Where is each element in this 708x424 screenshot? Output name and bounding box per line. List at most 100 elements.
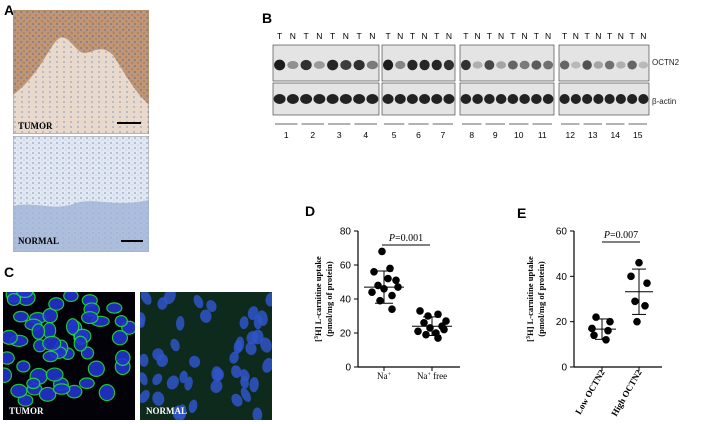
tumor-nucleus: [87, 360, 105, 377]
lane-label: T: [630, 31, 635, 41]
chart-e-pvalue: P=0.007: [603, 230, 638, 241]
normal-nucleus: [140, 389, 150, 403]
normal-nucleus: [189, 355, 201, 368]
chart-e-ylabel: [3H] L-carnitine uptake: [525, 256, 535, 342]
blot-octn2-strip: [381, 44, 456, 82]
chart-d-xtick-nafree: Na+ free: [417, 371, 447, 381]
actin-band: [559, 94, 570, 104]
y-tick-label: 40: [340, 295, 352, 306]
tumor-nucleus: [42, 308, 58, 324]
actin-band: [531, 94, 542, 104]
octn2-band: [327, 59, 339, 71]
lane-label: T: [385, 31, 390, 41]
octn2-band: [431, 59, 442, 71]
group-number: 7: [440, 130, 445, 140]
octn2-band: [593, 61, 604, 69]
tumor-nucleus: [52, 383, 71, 395]
lane-label: N: [475, 31, 481, 41]
data-point: [631, 297, 639, 306]
tumor-nucleus: [42, 335, 62, 351]
tumor-nucleus: [80, 311, 99, 325]
group-number: 8: [469, 130, 474, 140]
panel-e-label: E: [517, 205, 527, 221]
normal-nucleus: [166, 375, 179, 390]
actin-band: [570, 94, 581, 104]
normal-nucleus: [260, 337, 272, 353]
panel-b-label: B: [262, 10, 273, 26]
group-number: 6: [416, 130, 421, 140]
normal-nucleus: [246, 331, 259, 345]
group-number: 13: [588, 130, 598, 140]
octn2-band: [531, 60, 542, 70]
ihc-normal-image: NORMAL: [13, 136, 149, 252]
actin-band: [366, 94, 379, 104]
data-point: [388, 291, 396, 300]
octn2-band: [340, 60, 352, 70]
chart-e-xtick-label: High OCTN2: [609, 368, 644, 418]
data-point: [422, 330, 430, 339]
octn2-band: [353, 59, 365, 71]
tumor-nucleus: [42, 350, 59, 363]
data-point: [424, 312, 432, 320]
normal-nucleus: [140, 353, 149, 367]
normal-nucleus: [152, 373, 163, 386]
data-point: [592, 313, 600, 321]
tumor-nucleus: [73, 335, 88, 352]
lane-label: N: [343, 31, 349, 41]
normal-nucleus: [178, 404, 187, 420]
actin-band: [638, 94, 649, 104]
data-point: [392, 276, 400, 285]
tumor-nucleus: [111, 330, 129, 346]
actin-band: [519, 94, 530, 104]
normal-nucleus: [152, 391, 165, 406]
data-point: [633, 317, 641, 326]
group-number: 5: [392, 130, 397, 140]
data-point: [416, 307, 424, 315]
data-point: [388, 305, 396, 313]
normal-nucleus: [240, 376, 249, 389]
normal-nucleus: [184, 376, 193, 391]
if-normal-image: NORMAL: [140, 292, 272, 420]
chart-d-pvalue: P=0.001: [388, 233, 423, 244]
data-point: [414, 327, 422, 336]
chart-d-ylabel-units: (pmol/mg of protein): [324, 261, 334, 337]
normal-nucleus: [231, 365, 242, 379]
octn2-band: [559, 60, 570, 70]
data-point: [588, 324, 596, 333]
ihc-tumor-image: TUMOR: [13, 10, 149, 134]
normal-nucleus: [140, 312, 146, 325]
normal-nucleus: [257, 310, 268, 326]
data-point: [426, 324, 434, 332]
actin-band: [542, 94, 554, 104]
actin-band: [419, 94, 431, 104]
chart-d-ylabel: [3H] L-carnitine uptake: [313, 256, 323, 342]
lane-label: N: [290, 31, 296, 41]
data-point: [378, 247, 386, 256]
data-point: [641, 302, 649, 310]
actin-band: [507, 94, 519, 104]
actin-band: [382, 94, 394, 104]
group-number: 3: [337, 130, 342, 140]
normal-nucleus: [163, 292, 176, 305]
lane-label: N: [369, 31, 375, 41]
actin-band: [495, 94, 507, 104]
chart-e: [3H] L-carnitine uptake (pmol/mg of prot…: [525, 227, 662, 418]
group-number: 9: [493, 130, 498, 140]
lane-label: T: [357, 31, 362, 41]
tumor-nucleus: [38, 386, 57, 402]
group-number: 14: [611, 130, 621, 140]
tumor-nucleus: [13, 310, 29, 323]
octn2-band: [543, 60, 554, 70]
y-tick-label: 20: [340, 329, 352, 340]
group-number: 4: [363, 130, 368, 140]
chart-d-xtick-na: Na+: [377, 371, 392, 381]
lane-label: T: [607, 31, 612, 41]
y-tick-label: 40: [556, 272, 568, 283]
if-normal-caption: NORMAL: [146, 406, 187, 416]
octn2-band: [460, 59, 471, 71]
chart-e-xtick-label: Low OCTN2: [573, 368, 607, 417]
blot-actin-strip: [381, 82, 456, 116]
normal-nucleus: [206, 299, 217, 313]
tumor-nucleus: [16, 292, 34, 298]
